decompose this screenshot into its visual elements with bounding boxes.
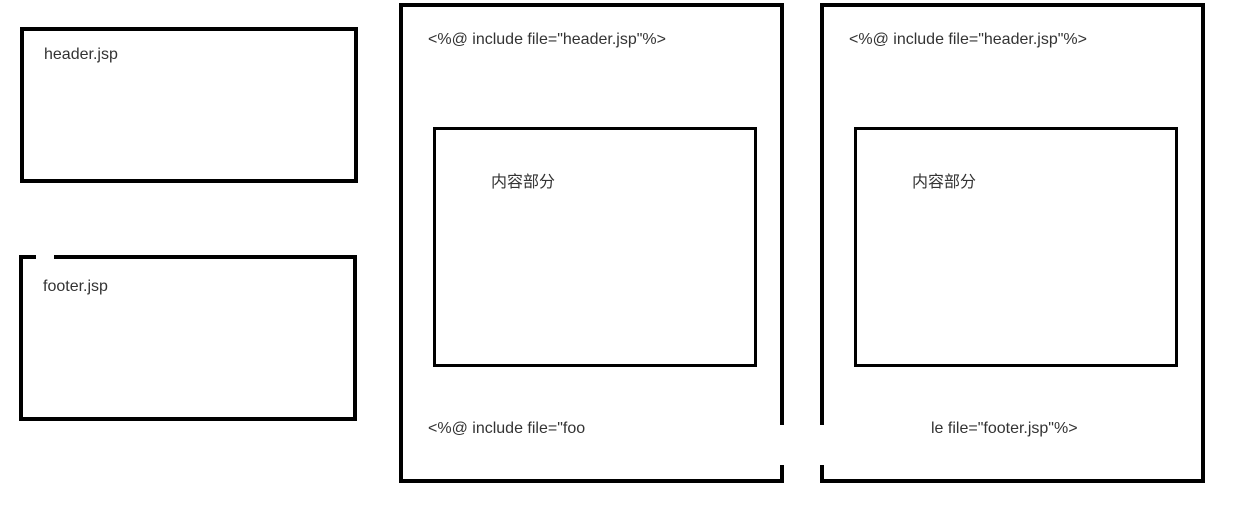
header-jsp-label: header.jsp xyxy=(44,46,118,64)
right-include-header-text: <%@ include file="header.jsp"%> xyxy=(849,31,1087,49)
footer-jsp-label: footer.jsp xyxy=(43,278,108,296)
middle-page-box: <%@ include file="header.jsp"%> 内容部分 <%@… xyxy=(399,3,784,483)
right-include-footer-text: le file="footer.jsp"%> xyxy=(931,420,1078,438)
white-cover-right xyxy=(775,425,905,465)
header-jsp-box: header.jsp xyxy=(20,27,358,183)
middle-content-label: 内容部分 xyxy=(491,168,555,192)
footer-jsp-box: footer.jsp xyxy=(19,255,357,421)
right-content-box: 内容部分 xyxy=(854,127,1178,367)
middle-include-footer-text: <%@ include file="foo xyxy=(428,420,585,438)
diagram-canvas: header.jsp footer.jsp <%@ include file="… xyxy=(0,0,1235,506)
footer-box-notch xyxy=(36,252,54,262)
right-content-label: 内容部分 xyxy=(912,168,976,192)
middle-include-header-text: <%@ include file="header.jsp"%> xyxy=(428,31,666,49)
middle-content-box: 内容部分 xyxy=(433,127,757,367)
right-page-box: <%@ include file="header.jsp"%> 内容部分 le … xyxy=(820,3,1205,483)
